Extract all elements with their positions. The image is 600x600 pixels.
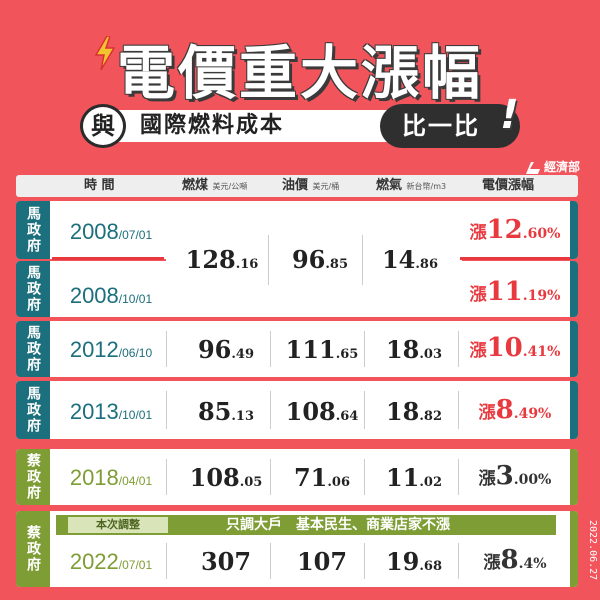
row-date: 2018/04/01	[69, 465, 153, 490]
column-divider	[458, 391, 459, 429]
column-divider	[166, 331, 167, 367]
table-row: 馬政府 2012/06/10 96.49 111.65 18.03 漲10.41…	[16, 321, 578, 377]
column-divider	[268, 235, 269, 285]
lightning-bolt-icon	[94, 36, 116, 70]
column-divider	[166, 391, 167, 429]
row-end-cap	[570, 381, 578, 439]
gov-tag: 馬政府	[16, 201, 50, 259]
date-stamp: 2022.06.27	[587, 520, 598, 581]
oil-value: 111.65	[285, 335, 359, 364]
table-row: 蔡政府 只調大戶 基本民生、商業店家不漲 本次調整 2022/07/01 307…	[16, 511, 578, 587]
row-end-cap	[570, 201, 578, 259]
column-divider	[364, 459, 365, 495]
rise-value: 漲12.60%	[469, 215, 561, 245]
header-gas: 燃氣 新台幣/m3	[376, 178, 447, 193]
rise-value: 漲3.00%	[478, 461, 552, 491]
adjustment-note-text: 只調大戶 基本民生、商業店家不漲	[226, 517, 450, 533]
oil-value: 71.06	[293, 463, 351, 492]
column-divider	[270, 391, 271, 429]
column-divider	[364, 331, 365, 367]
table-row: 馬政府 2013/10/01 85.13 108.64 18.82 漲8.49%	[16, 381, 578, 439]
comparison-table: 時 間 燃煤 美元/公噸 油價 美元/桶 燃氣 新台幣/m3 電價漲幅 馬政府 …	[14, 175, 580, 595]
gov-tag: 馬政府	[16, 381, 50, 439]
coal-value: 85.13	[197, 397, 255, 426]
coal-value: 108.05	[189, 463, 263, 492]
gas-value: 18.82	[385, 397, 443, 426]
merged-fuel-cell: 128.16 96.85 14.86	[166, 201, 462, 317]
column-divider	[458, 543, 459, 579]
gas-value: 19.68	[385, 547, 443, 576]
ministry-name: 經濟部	[543, 160, 580, 174]
rise-value: 漲10.41%	[469, 333, 561, 363]
coal-value: 128.16	[185, 245, 259, 274]
row-date: 2008/07/01	[69, 219, 153, 244]
gov-tag: 蔡政府	[16, 449, 50, 505]
adjustment-note-bar: 只調大戶 基本民生、商業店家不漲	[56, 515, 556, 535]
gas-value: 18.03	[385, 335, 443, 364]
gov-tag: 馬政府	[16, 321, 50, 377]
row-end-cap	[570, 261, 578, 317]
rise-value: 漲8.49%	[478, 395, 552, 425]
row-date: 2008/10/01	[69, 283, 153, 308]
column-divider	[458, 459, 459, 495]
column-divider	[270, 331, 271, 367]
column-divider	[166, 459, 167, 495]
row-split-line	[52, 257, 164, 260]
column-divider	[364, 391, 365, 429]
column-divider	[362, 235, 363, 285]
header-coal: 燃煤 美元/公噸	[182, 178, 248, 193]
page-title: 電價重大漲幅	[116, 39, 483, 107]
subtitle-row: 國際燃料成本 與 比一比	[80, 104, 520, 148]
gas-value: 14.86	[381, 245, 439, 274]
ministry-logo-icon	[525, 161, 540, 174]
row-end-cap	[570, 449, 578, 505]
oil-value: 96.85	[291, 245, 349, 274]
oil-value: 108.64	[285, 397, 359, 426]
connector-badge: 與	[80, 104, 126, 148]
header-rise: 電價漲幅	[482, 178, 535, 193]
row-end-cap	[570, 321, 578, 377]
compare-badge: 比一比	[380, 104, 520, 148]
column-divider	[364, 543, 365, 579]
gov-tag: 蔡政府	[16, 511, 50, 587]
table-header: 時 間 燃煤 美元/公噸 油價 美元/桶 燃氣 新台幣/m3 電價漲幅	[16, 175, 578, 197]
rise-value: 漲8.4%	[483, 545, 547, 575]
column-divider	[270, 459, 271, 495]
rise-value: 漲11.19%	[469, 277, 561, 307]
table-row: 蔡政府 2018/04/01 108.05 71.06 11.02 漲3.00%	[16, 449, 578, 505]
row-date: 2013/10/01	[69, 399, 153, 424]
header-time: 時 間	[84, 178, 115, 193]
row-date: 2012/06/10	[69, 337, 153, 362]
column-divider	[270, 543, 271, 579]
row-end-cap	[570, 511, 578, 587]
adjustment-note-tag: 本次調整	[68, 517, 168, 533]
subtitle-text: 國際燃料成本	[140, 113, 285, 138]
gas-value: 11.02	[385, 463, 443, 492]
row-split-line	[460, 257, 570, 260]
row-date: 2022/07/01	[69, 549, 153, 574]
header-oil: 油價 美元/桶	[282, 178, 340, 193]
oil-value: 107	[296, 547, 348, 576]
column-divider	[458, 331, 459, 367]
coal-value: 96.49	[197, 335, 255, 364]
ministry-credit: 經濟部	[525, 158, 580, 175]
coal-value: 307	[200, 547, 252, 576]
gov-tag: 馬政府	[16, 261, 50, 317]
column-divider	[166, 543, 167, 579]
